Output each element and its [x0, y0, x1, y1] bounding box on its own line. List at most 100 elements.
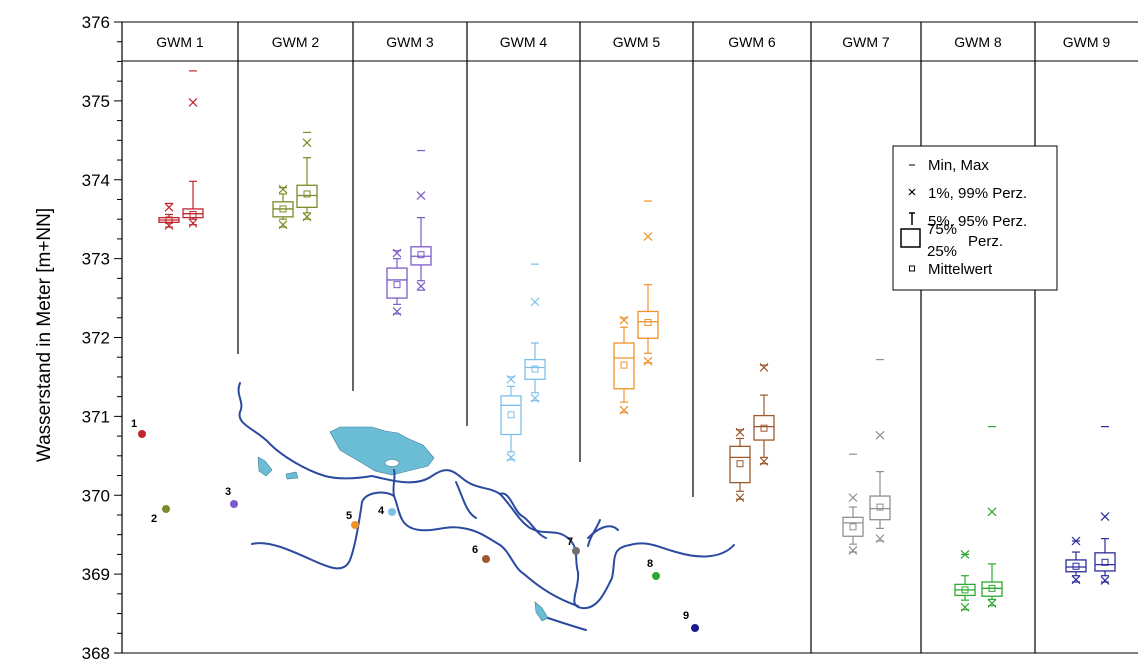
mean-marker [507, 411, 515, 419]
box-iqr [753, 414, 775, 441]
box-iqr [1065, 559, 1087, 573]
y-tick-label: 372 [82, 329, 110, 348]
legend-symbol-cross [908, 188, 916, 196]
legend-label: 1%, 99% Perz. [928, 185, 1027, 202]
box-plot [158, 202, 180, 230]
river [587, 525, 619, 539]
percentile-cross [188, 98, 198, 107]
y-tick-label: 376 [82, 13, 110, 32]
well-marker [652, 572, 660, 580]
legend-label: Mittelwert [928, 261, 993, 278]
percentile-cross [848, 493, 858, 503]
box-iqr [729, 445, 751, 484]
river [237, 382, 373, 480]
cross-stroke [188, 218, 198, 228]
mean-marker [736, 460, 744, 468]
y-tick-label: 375 [82, 92, 110, 111]
island [384, 459, 400, 467]
mean-marker [876, 503, 884, 511]
well-label: 5 [346, 510, 352, 522]
panel-header-label: GWM 2 [272, 34, 320, 50]
panel-frame: GWM 1 GWM 2 GWM 3 GWM 4 GWM 5 GWM 6 GWM 7 GWM 8… [122, 21, 1138, 654]
mean-marker [988, 584, 996, 592]
percentile-cross [987, 507, 997, 517]
percentile-cross [735, 493, 745, 503]
cross-stroke [302, 138, 312, 148]
box-plot [182, 70, 204, 228]
y-axis: 368 369 370 371 372 373 374 375 376 [82, 13, 123, 659]
percentile-cross [416, 191, 426, 200]
well-label: 4 [378, 505, 385, 517]
well-location-map: 1 2 3 4 5 6 7 8 9 [131, 382, 735, 632]
river [573, 544, 631, 610]
cross-stroke [848, 493, 858, 503]
mean-marker [165, 216, 173, 224]
cross-stroke [735, 493, 745, 503]
percentile-cross [530, 297, 540, 307]
mean-marker [417, 251, 425, 259]
y-tick-label: 371 [82, 407, 110, 426]
cross-stroke [643, 356, 653, 366]
mean-marker [1072, 562, 1080, 570]
percentile-cross [164, 221, 174, 230]
panel-header-label: GWM 6 [728, 34, 776, 50]
box-plot [1094, 426, 1116, 585]
river [587, 519, 601, 547]
panel-header-label: GWM 8 [954, 34, 1002, 50]
lake [534, 601, 549, 622]
well-marker [388, 508, 396, 516]
legend-symbol-mean [909, 265, 915, 272]
well-label: 6 [472, 544, 478, 556]
y-tick-label: 370 [82, 486, 110, 505]
legend-box [892, 145, 1058, 291]
cross-stroke [875, 430, 885, 440]
well-marker [572, 547, 580, 555]
panel-header-label: GWM 1 [156, 34, 204, 50]
river [629, 542, 735, 558]
percentile-cross [1100, 576, 1110, 585]
cross-stroke [643, 232, 653, 241]
box-plot [500, 374, 522, 462]
legend-label: Perz. [968, 233, 1003, 250]
y-tick-label: 369 [82, 565, 110, 584]
well-label: 2 [151, 513, 157, 525]
river [455, 481, 477, 519]
river [251, 491, 395, 570]
mean-marker [760, 424, 768, 432]
box-plot [842, 453, 864, 555]
cross-stroke [278, 184, 288, 194]
percentile-cross [643, 232, 653, 241]
well-marker [138, 430, 146, 438]
cross-stroke [987, 507, 997, 517]
lake [285, 471, 299, 480]
river [392, 469, 396, 497]
box-iqr [524, 358, 546, 380]
river [371, 469, 501, 495]
legend: Min, Max 1%, 99% Perz. 5%, 95% Perz.75% 25%… [892, 145, 1058, 291]
percentile-cross [188, 218, 198, 228]
mean-marker [849, 523, 857, 531]
well-label: 8 [647, 558, 653, 570]
river [499, 492, 547, 539]
y-axis-label: Wasserstand in Meter [m+NN] [34, 208, 55, 462]
box-plot [296, 131, 318, 222]
cross-stroke [164, 202, 174, 212]
box-plot [410, 149, 432, 291]
percentile-cross [278, 184, 288, 194]
y-tick-label: 373 [82, 250, 110, 269]
river [499, 544, 579, 607]
box-iqr [842, 516, 864, 537]
legend-symbol-box [900, 228, 921, 248]
legend-label: Min, Max [928, 157, 989, 174]
lake [329, 426, 435, 476]
well-marker [691, 624, 699, 632]
mean-marker [531, 365, 539, 373]
box-plot [637, 200, 659, 366]
box-iqr [637, 310, 659, 339]
legend-label-lower: 25% [927, 243, 957, 260]
box-iqr [1094, 552, 1116, 572]
y-tick-label: 368 [82, 644, 110, 659]
cross-stroke [1100, 512, 1110, 521]
cross-stroke [1100, 576, 1110, 585]
